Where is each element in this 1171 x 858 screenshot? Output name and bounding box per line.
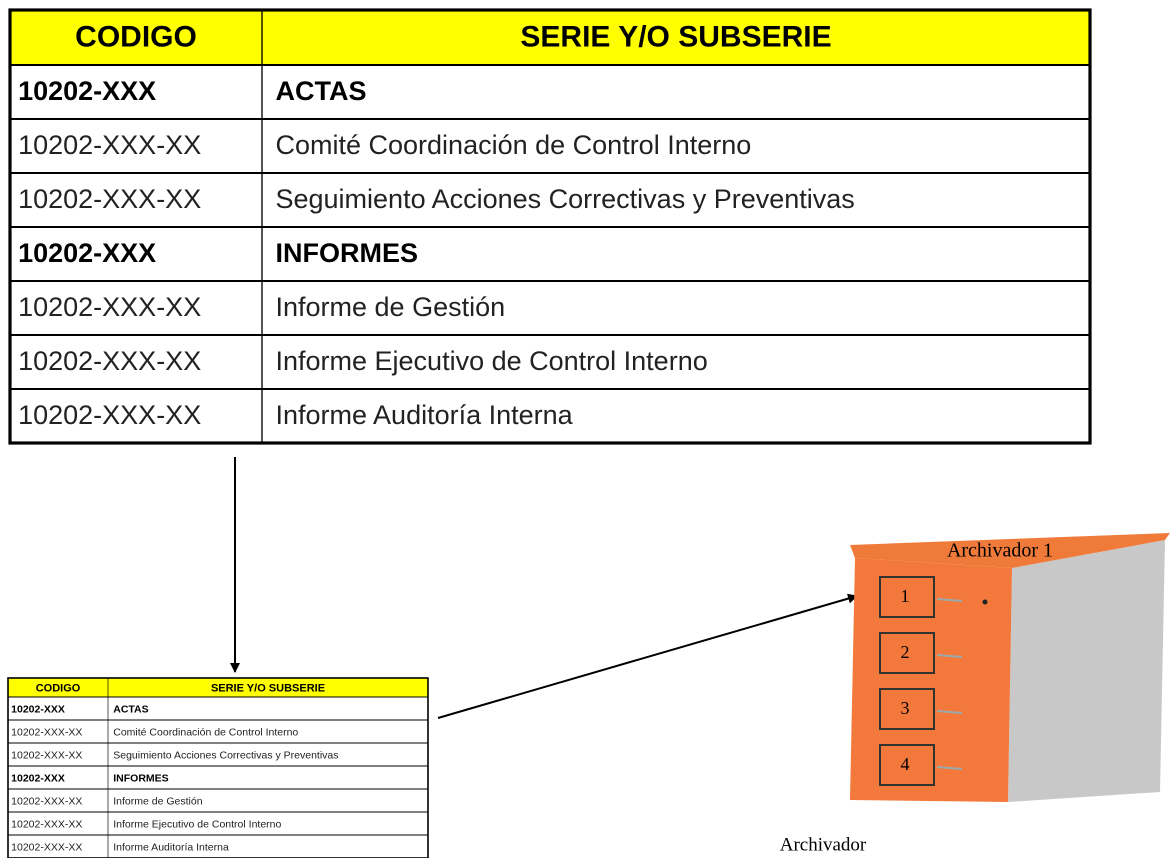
drawer xyxy=(879,632,935,674)
name-cell: ACTAS xyxy=(276,76,367,106)
drawer-label: 4 xyxy=(901,754,910,774)
code-cell: 10202-XXX-XX xyxy=(18,292,201,322)
name-cell: INFORMES xyxy=(276,238,419,268)
header-bg xyxy=(10,10,1090,65)
name-cell: INFORMES xyxy=(113,772,168,784)
code-cell: 10202-XXX-XX xyxy=(11,818,82,830)
drawer xyxy=(879,744,935,786)
code-cell: 10202-XXX xyxy=(18,76,156,106)
name-cell: ACTAS xyxy=(113,703,148,715)
name-cell: Informe Auditoría Interna xyxy=(276,400,574,430)
name-cell: Comité Coordinación de Control Interno xyxy=(113,726,298,738)
code-cell: 10202-XXX xyxy=(11,703,65,715)
code-cell: 10202-XXX-XX xyxy=(18,184,201,214)
code-cell: 10202-XXX-XX xyxy=(11,841,82,853)
drawer-handle xyxy=(936,654,963,658)
arrow-right xyxy=(437,593,858,719)
cabinet: Archivador 1 xyxy=(850,533,1170,802)
name-cell: Informe Ejecutivo de Control Interno xyxy=(113,818,281,830)
drawer xyxy=(879,688,935,730)
cabinet-caption: Archivador xyxy=(780,834,867,855)
code-cell: 10202-XXX-XX xyxy=(18,400,201,430)
drawer-handle xyxy=(936,598,963,602)
drawer-label: 3 xyxy=(901,698,910,718)
header-cell: SERIE Y/O SUBSERIE xyxy=(520,20,831,53)
table-border xyxy=(8,8,1092,445)
name-cell: Informe de Gestión xyxy=(113,795,202,807)
thumbnail-table: CODIGO SERIE Y/O SUBSERIE 10202-XXX ACTAS 10… xyxy=(7,677,429,858)
table-border xyxy=(7,677,429,858)
cabinet-side xyxy=(1008,540,1165,802)
code-cell: 10202-XXX-XX xyxy=(18,346,201,376)
name-cell: Seguimiento Acciones Correctivas y Preve… xyxy=(276,184,855,214)
name-cell: Informe Auditoría Interna xyxy=(113,841,229,853)
header-cell: CODIGO xyxy=(75,20,197,53)
header-cell: CODIGO xyxy=(36,682,81,694)
lock xyxy=(982,599,988,605)
code-cell: 10202-XXX xyxy=(18,238,156,268)
code-cell: 10202-XXX-XX xyxy=(11,726,82,738)
code-cell: 10202-XXX xyxy=(11,772,65,784)
name-cell: Seguimiento Acciones Correctivas y Preve… xyxy=(113,749,338,761)
name-cell: Informe de Gestión xyxy=(276,292,506,322)
name-cell: Comité Coordinación de Control Interno xyxy=(276,130,752,160)
cabinet-title: Archivador 1 xyxy=(947,540,1053,562)
code-cell: 10202-XXX-XX xyxy=(11,749,82,761)
header-bg xyxy=(8,678,428,697)
main-table: CODIGO SERIE Y/O SUBSERIE 10202-XXX ACTAS 10… xyxy=(8,8,1092,445)
code-cell: 10202-XXX-XX xyxy=(11,795,82,807)
drawer-label: 2 xyxy=(901,642,910,662)
header-cell: SERIE Y/O SUBSERIE xyxy=(211,682,325,694)
drawer xyxy=(879,576,935,618)
cabinet-front xyxy=(850,558,1012,802)
code-cell: 10202-XXX-XX xyxy=(18,130,201,160)
cabinet-top xyxy=(850,533,1170,568)
drawer-handle xyxy=(936,710,963,714)
drawer-label: 1 xyxy=(901,586,910,606)
name-cell: Informe Ejecutivo de Control Interno xyxy=(276,346,708,376)
drawer-handle xyxy=(936,766,963,770)
